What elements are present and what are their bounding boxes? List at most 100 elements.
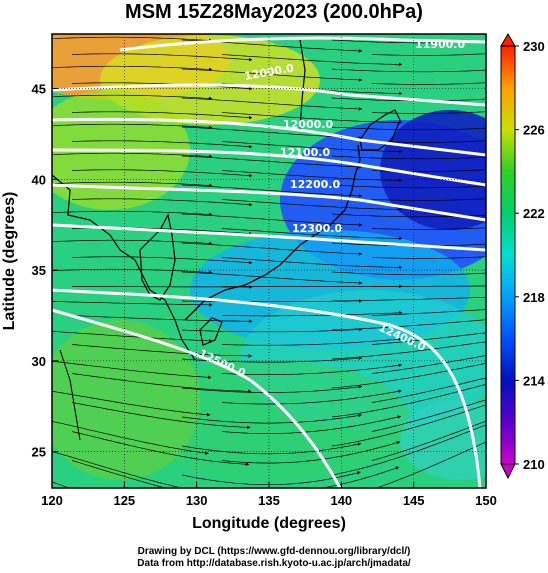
colorbar-tick-label: 210 [523,457,545,472]
streamline [221,337,403,346]
streamline [71,53,253,62]
streamline [221,363,403,375]
streamline [371,256,486,259]
streamline [331,424,486,476]
x-tick-label: 150 [475,493,497,508]
colorbar-min-arrow [500,463,516,480]
streamline [331,362,486,389]
streamline [331,319,486,331]
streamline [181,68,363,82]
streamline [181,184,363,198]
streamline [71,315,253,323]
streamline [221,415,402,434]
streamline [52,239,213,246]
streamline [331,341,486,360]
contour-label: 12300.0 [292,222,342,235]
streamline [371,140,486,143]
contour-label: 12100.0 [280,146,330,159]
contour-label: 11900.0 [415,38,465,51]
y-axis-ticks: 25 30 35 40 45 [32,81,58,460]
colorbar-tick-label: 214 [523,373,545,388]
streamline [52,36,213,43]
y-tick-label: 40 [32,172,46,187]
streamline [371,399,486,432]
grid-lines [51,34,487,488]
streamline [371,332,486,345]
streamline [221,311,403,317]
y-tick-label: 35 [32,263,46,278]
credits: Drawing by DCL (https://www.gfd-dennou.o… [0,546,548,570]
y-axis-label: Latitude (degrees) [1,192,18,331]
streamline [52,420,209,455]
streamline [181,155,363,169]
streamline [221,170,403,183]
wind-streamlines [52,36,486,488]
streamline [52,360,212,380]
streamline [371,53,486,56]
streamline [52,123,213,130]
colorbar-tick-label: 230 [523,39,545,54]
streamline [331,126,486,131]
colorbar: 210 214 218 222 226 230 [500,33,545,480]
x-tick-label: 140 [330,493,352,508]
x-axis-ticks: 120 125 130 135 140 145 150 [41,482,497,508]
streamline [71,344,253,358]
streamline [181,126,363,140]
streamline [371,227,486,230]
streamline [221,199,403,212]
streamline [71,140,253,149]
colorbar-ticks: 210 214 218 222 226 230 [515,39,545,472]
streamline [72,285,253,289]
streamline [331,213,486,218]
streamline [371,198,486,201]
credit-line-2: Data from http://database.rish.kyoto-u.a… [137,558,411,569]
streamline [331,404,486,447]
colorbar-tick-label: 218 [523,290,545,305]
streamline [371,82,486,85]
streamline [52,210,213,217]
streamline [181,413,362,424]
colorbar-max-arrow [500,33,516,47]
contour-label: 12200.0 [290,178,340,191]
x-tick-label: 130 [186,493,208,508]
x-axis-label: Longitude (degrees) [192,515,346,532]
streamline [221,228,403,241]
streamline [331,184,486,189]
streamline [181,97,363,111]
streamline [221,257,403,270]
streamline [71,169,253,178]
streamline [371,377,486,403]
temperature-field [52,34,486,488]
streamline [52,152,213,159]
credit-line-1: Drawing by DCL (https://www.gfd-dennou.o… [137,546,411,557]
streamline [52,94,213,101]
x-tick-label: 125 [113,493,135,508]
coastline [52,39,401,441]
streamline [331,296,486,302]
streamline [71,431,250,466]
streamline [221,54,403,67]
streamline [71,111,253,120]
y-tick-label: 30 [32,354,46,369]
height-contours [52,36,486,488]
streamline [319,466,400,488]
streamline [372,285,486,287]
streamline [71,373,252,394]
streamline [371,355,486,374]
streamline [331,155,486,160]
streamline [221,112,403,125]
streamline [52,451,183,488]
streamline [181,299,363,303]
streamline [71,198,253,207]
streamline [181,385,363,393]
streamline [71,402,251,430]
y-tick-label: 25 [32,445,46,460]
x-tick-label: 145 [403,493,425,508]
streamline [375,441,486,488]
x-tick-label: 135 [258,493,280,508]
streamline [52,390,211,417]
streamline [181,471,361,486]
streamline [221,440,401,464]
streamline [221,141,403,154]
